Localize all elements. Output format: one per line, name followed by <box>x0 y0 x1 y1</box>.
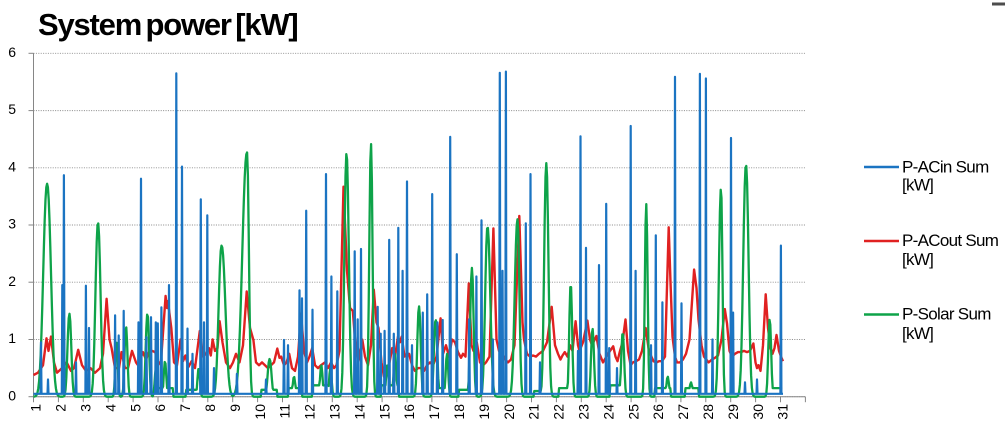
svg-text:25: 25 <box>625 404 641 420</box>
svg-text:P-ACin Sum: P-ACin Sum <box>902 158 989 177</box>
svg-text:6: 6 <box>8 44 16 60</box>
svg-text:30: 30 <box>750 404 766 420</box>
svg-text:P-Solar Sum: P-Solar Sum <box>902 305 991 324</box>
svg-text:2: 2 <box>53 404 69 412</box>
svg-text:23: 23 <box>576 404 592 420</box>
svg-text:3: 3 <box>78 404 94 412</box>
svg-text:12: 12 <box>302 404 318 420</box>
svg-text:31: 31 <box>775 404 791 420</box>
svg-text:21: 21 <box>526 404 542 420</box>
svg-text:18: 18 <box>451 404 467 420</box>
svg-text:16: 16 <box>401 404 417 420</box>
svg-text:19: 19 <box>476 404 492 420</box>
svg-text:5: 5 <box>127 404 143 412</box>
svg-text:2: 2 <box>8 273 16 289</box>
svg-text:20: 20 <box>501 404 517 420</box>
svg-text:7: 7 <box>177 404 193 412</box>
svg-text:[kW]: [kW] <box>902 324 933 343</box>
svg-text:14: 14 <box>351 404 367 420</box>
svg-text:[kW]: [kW] <box>902 250 933 269</box>
svg-text:26: 26 <box>650 404 666 420</box>
svg-text:1: 1 <box>8 330 16 346</box>
svg-text:10: 10 <box>252 404 268 420</box>
svg-text:13: 13 <box>327 404 343 420</box>
svg-text:28: 28 <box>700 404 716 420</box>
svg-text:4: 4 <box>102 404 118 412</box>
svg-text:17: 17 <box>426 404 442 420</box>
svg-text:3: 3 <box>8 216 16 232</box>
svg-text:0: 0 <box>8 387 16 403</box>
svg-text:24: 24 <box>600 404 616 420</box>
svg-text:4: 4 <box>8 158 16 174</box>
svg-text:9: 9 <box>227 404 243 412</box>
svg-text:[kW]: [kW] <box>902 176 933 195</box>
svg-text:8: 8 <box>202 404 218 412</box>
svg-text:5: 5 <box>8 101 16 117</box>
svg-text:P-ACout Sum: P-ACout Sum <box>902 231 999 250</box>
svg-text:1: 1 <box>28 404 44 412</box>
svg-text:15: 15 <box>376 404 392 420</box>
svg-text:22: 22 <box>551 404 567 420</box>
svg-text:29: 29 <box>725 404 741 420</box>
svg-text:11: 11 <box>277 404 293 419</box>
svg-text:6: 6 <box>152 404 168 412</box>
svg-text:27: 27 <box>675 404 691 420</box>
